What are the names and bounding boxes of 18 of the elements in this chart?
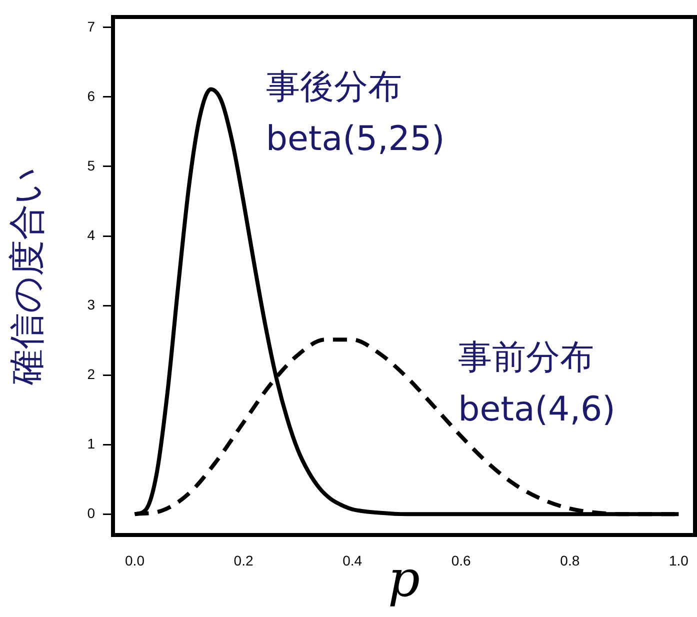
series-label: 事後分布 beta(5,25)	[266, 67, 445, 160]
y-tick-label: 0	[87, 505, 96, 521]
x-tick-label: 0.2	[234, 552, 254, 568]
y-axis-title: 確信の度合い	[6, 167, 48, 386]
y-tick-label: 3	[87, 296, 96, 312]
y-tick-label: 5	[87, 157, 96, 174]
x-tick-label: 0.4	[342, 552, 362, 568]
x-axis-title: p	[388, 550, 420, 608]
y-tick-label: 1	[87, 435, 96, 452]
y-tick-label: 7	[87, 18, 96, 34]
y-tick-label: 6	[87, 88, 96, 104]
series-label: 事前分布 beta(4,6)	[458, 337, 616, 430]
x-tick-label: 0.0	[125, 552, 145, 568]
y-tick-label: 2	[87, 366, 96, 382]
x-tick-label: 0.6	[451, 552, 472, 568]
y-tick-label: 4	[87, 226, 96, 243]
x-tick-label: 0.8	[560, 552, 580, 568]
x-tick-label: 1.0	[668, 552, 689, 568]
